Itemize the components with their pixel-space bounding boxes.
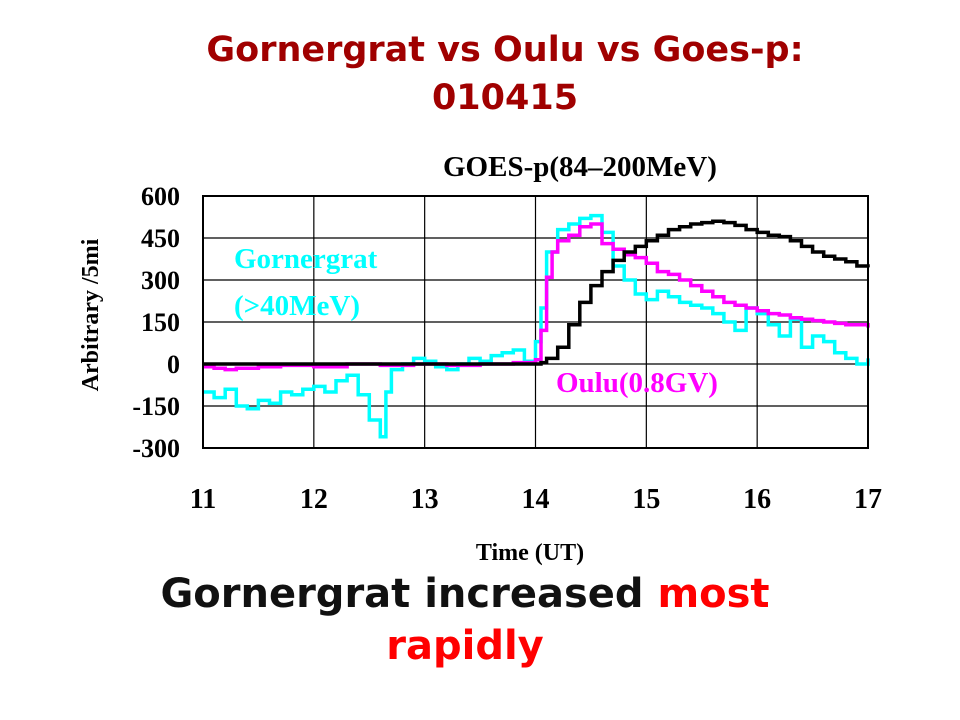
x-tick-label: 15: [632, 484, 660, 515]
y-tick-label: 0: [167, 350, 180, 379]
y-tick-labels: 600 450 300 150 0 -150 -300: [132, 182, 180, 463]
y-tick-label: 600: [141, 182, 180, 211]
x-tick-labels: 11 12 13 14 15 16 17: [190, 484, 882, 515]
series-group: [203, 213, 870, 439]
gornergrat-label-line-1: Gornergrat: [234, 243, 378, 275]
y-tick-label: -300: [132, 434, 180, 463]
x-tick-label: 17: [854, 484, 882, 515]
bottom-note-highlight-most: most: [657, 571, 770, 617]
bottom-note-highlight-rapidly: rapidly: [386, 623, 544, 669]
y-tick-label: -150: [132, 392, 180, 421]
bottom-note-prefix: Gornergrat increased: [160, 571, 658, 617]
bottom-note: Gornergrat increased most rapidly: [0, 568, 930, 672]
y-tick-label: 150: [141, 308, 180, 337]
x-tick-label: 16: [743, 484, 771, 515]
slide-title-line-1: Gornergrat vs Oulu vs Goes-p:: [206, 30, 804, 70]
x-tick-label: 12: [300, 484, 328, 515]
goes-label: GOES-p(84–200MeV): [443, 151, 717, 183]
y-tick-label: 450: [141, 224, 180, 253]
x-tick-label: 11: [190, 484, 216, 515]
y-tick-label: 300: [141, 266, 180, 295]
slide-title: Gornergrat vs Oulu vs Goes-p: 010415: [0, 26, 960, 122]
oulu-label: Oulu(0.8GV): [556, 367, 718, 399]
x-tick-label: 13: [411, 484, 439, 515]
slide-title-line-2: 010415: [431, 78, 579, 118]
series-line-goes: [203, 219, 870, 366]
x-tick-label: 14: [522, 484, 550, 515]
x-axis-label: Time (UT): [476, 540, 584, 566]
plot-frame: [202, 195, 869, 449]
gornergrat-label-line-2: (>40MeV): [234, 290, 360, 322]
y-axis-label: Arbitrary /5mi: [78, 238, 104, 391]
